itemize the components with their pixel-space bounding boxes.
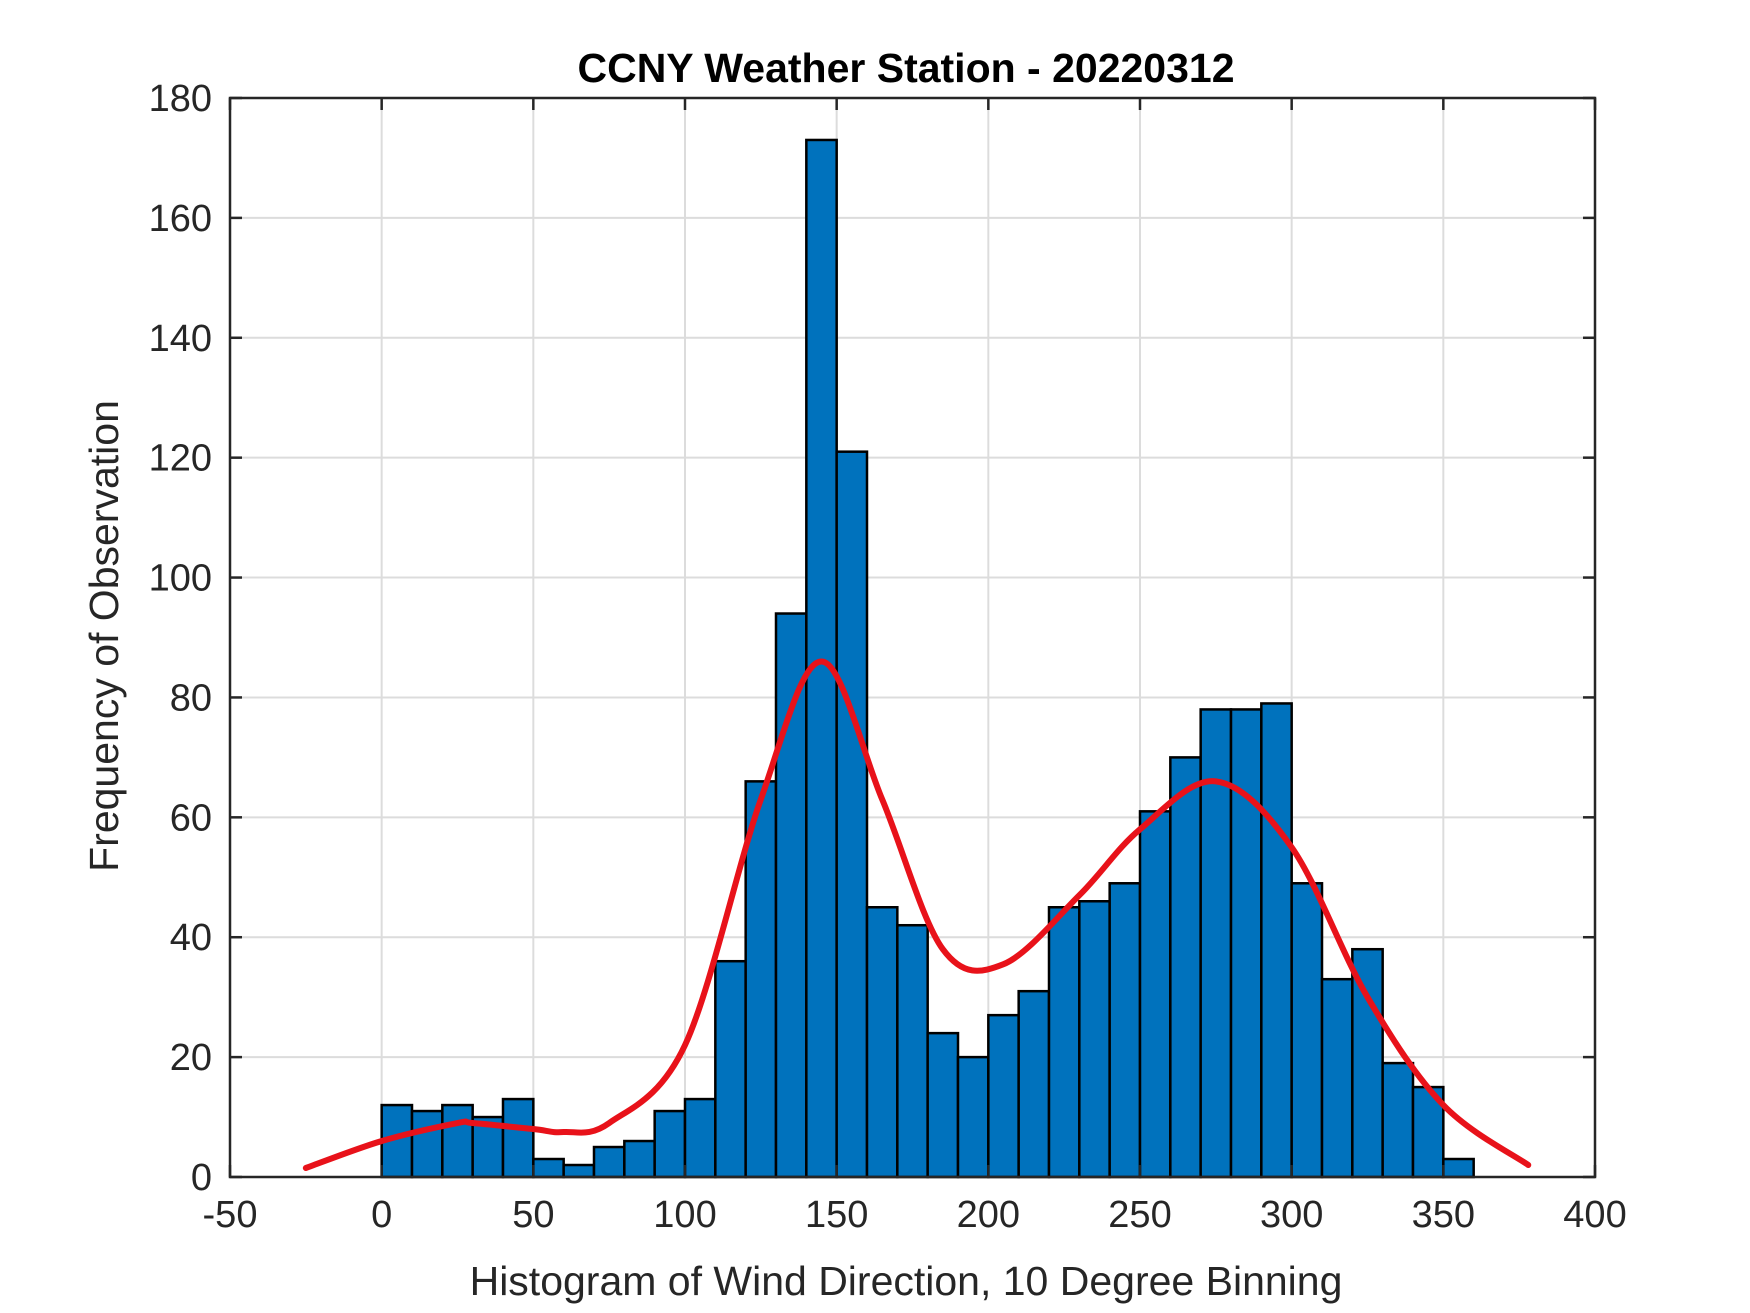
histogram-bar [1169,756,1202,1179]
histogram-bar [835,450,869,1179]
histogram-bar [1290,882,1324,1179]
histogram-bar [1138,810,1172,1179]
y-tick-label: 80 [170,677,212,719]
histogram-bar [1017,989,1051,1179]
axes-box [228,96,1597,1179]
y-tick-labels: 0 20 40 60 80 100 120 140 160 180 [149,78,212,1199]
fit-curve [302,658,1532,1172]
x-tick-label: 150 [805,1194,868,1236]
y-tick-label: 40 [170,917,212,959]
y-tick-label: 60 [170,797,212,839]
histogram-bar [1320,977,1354,1179]
histogram-bar [1229,708,1263,1179]
y-tick-label: 140 [149,318,212,360]
x-tick-label: 250 [1108,1194,1171,1236]
histogram-bar [410,1109,444,1179]
y-tick-label: 20 [170,1037,212,1079]
y-axis-title: Frequency of Observation [81,400,127,872]
histogram-bar [896,923,929,1179]
x-tick-label: 0 [371,1194,392,1236]
x-tick-label: 50 [512,1194,554,1236]
x-tick-label: 400 [1563,1194,1626,1236]
histogram-bar [683,1097,717,1179]
histogram-bar [592,1145,626,1179]
histogram-bar [441,1103,474,1179]
histogram-bars [380,138,1475,1179]
histogram-bar [1047,906,1081,1179]
histogram-bar [1260,702,1293,1179]
y-tick-label: 120 [149,438,212,480]
axis-ticks [228,96,1597,1179]
histogram-bar [774,612,808,1179]
histogram-bar [562,1163,596,1179]
chart-title: CCNY Weather Station - 20220312 [577,45,1234,91]
y-tick-label: 0 [191,1157,212,1199]
y-tick-label: 160 [149,198,212,240]
x-axis-title: Histogram of Wind Direction, 10 Degree B… [470,1258,1343,1304]
histogram-bar [532,1157,565,1179]
x-tick-label: 200 [957,1194,1020,1236]
histogram-bar [653,1109,687,1179]
y-tick-label: 180 [149,78,212,120]
histogram-bar [714,959,747,1179]
histogram-bar [1442,1157,1475,1179]
histogram-bar [956,1055,990,1179]
x-tick-labels: -50 0 50 100 150 200 250 300 350 400 [203,1194,1627,1236]
x-tick-label: 300 [1260,1194,1323,1236]
histogram-bar [1108,882,1142,1179]
x-tick-label: -50 [203,1194,258,1236]
x-tick-label: 350 [1412,1194,1475,1236]
histogram-bar [501,1097,535,1179]
histogram-bar [926,1031,960,1179]
histogram-bar [1381,1061,1415,1179]
histogram-bar [1078,900,1111,1179]
histogram-bar [987,1013,1020,1179]
y-tick-label: 100 [149,558,212,600]
x-tick-label: 100 [653,1194,716,1236]
histogram-bar [623,1139,656,1179]
histogram-bar [865,906,899,1179]
histogram-bar [744,780,778,1179]
